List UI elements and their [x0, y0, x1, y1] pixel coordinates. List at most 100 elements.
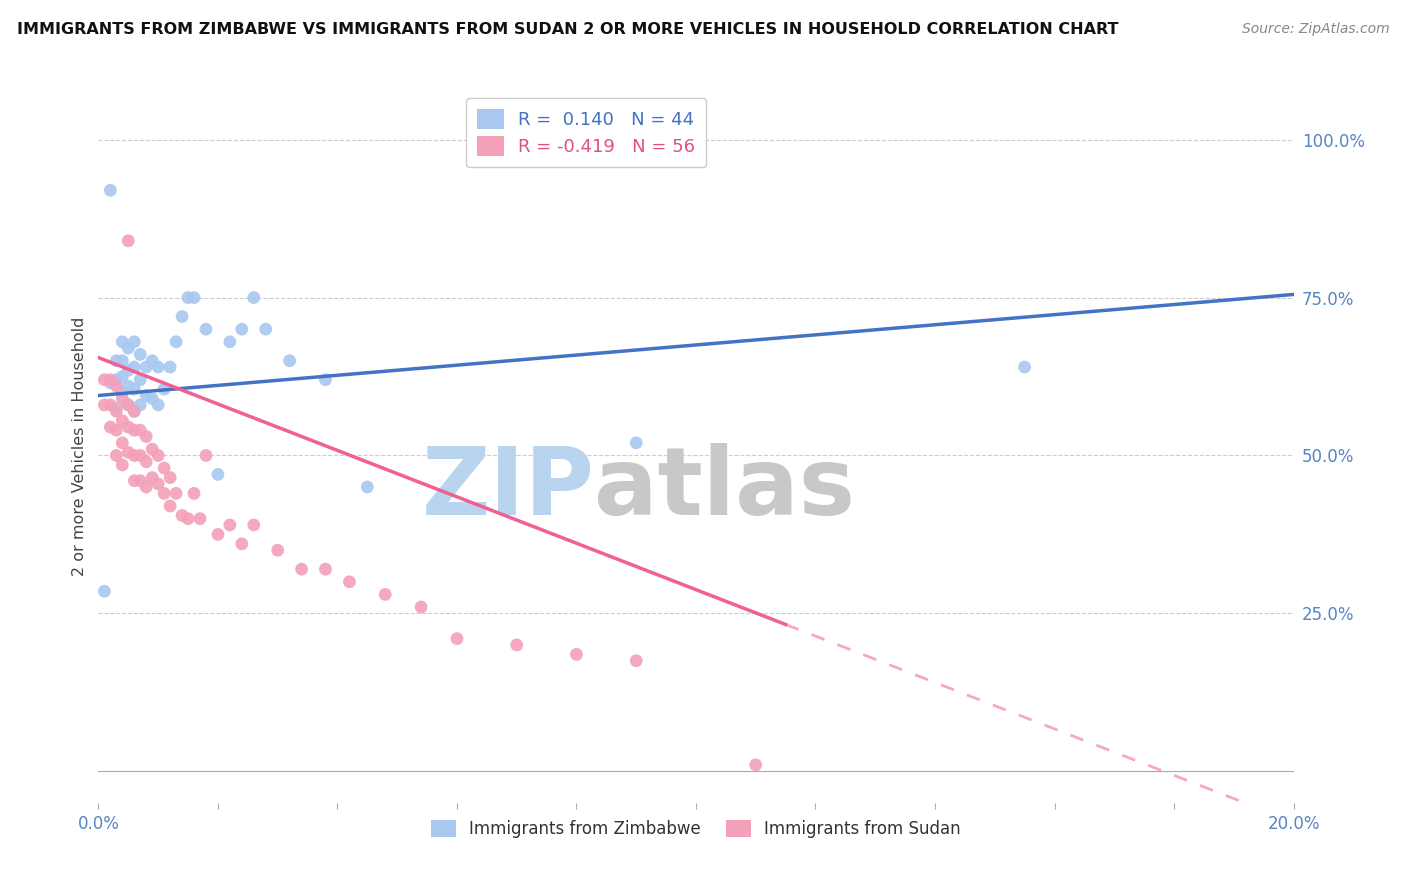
Point — [148, 398, 170, 412]
Point — [254, 322, 277, 336]
Point — [153, 461, 176, 475]
Point — [98, 183, 122, 197]
Point — [124, 334, 146, 349]
Point — [98, 376, 122, 390]
Point — [291, 562, 314, 576]
Point — [159, 499, 181, 513]
Point — [148, 360, 170, 375]
Y-axis label: 2 or more Vehicles in Household: 2 or more Vehicles in Household — [72, 317, 87, 575]
Point — [219, 517, 242, 532]
Point — [626, 435, 648, 450]
Point — [159, 470, 181, 484]
Point — [105, 423, 128, 437]
Point — [111, 369, 134, 384]
Point — [93, 398, 115, 412]
Point — [565, 648, 588, 662]
Text: atlas: atlas — [595, 442, 855, 535]
Point — [195, 449, 218, 463]
Point — [105, 404, 128, 418]
Legend: Immigrants from Zimbabwe, Immigrants from Sudan: Immigrants from Zimbabwe, Immigrants fro… — [425, 813, 967, 845]
Point — [117, 445, 139, 459]
Point — [129, 474, 152, 488]
Point — [183, 291, 205, 305]
Point — [626, 654, 648, 668]
Point — [231, 537, 253, 551]
Point — [243, 291, 266, 305]
Point — [1014, 360, 1036, 375]
Point — [207, 527, 229, 541]
Point — [111, 414, 134, 428]
Text: Source: ZipAtlas.com: Source: ZipAtlas.com — [1241, 22, 1389, 37]
Point — [165, 486, 187, 500]
Point — [243, 517, 266, 532]
Text: ZIP: ZIP — [422, 442, 595, 535]
Point — [141, 470, 163, 484]
Point — [93, 584, 115, 599]
Point — [124, 423, 146, 437]
Point — [117, 234, 139, 248]
Point — [117, 398, 139, 412]
Point — [124, 404, 146, 418]
Point — [111, 458, 134, 472]
Point — [124, 360, 146, 375]
Point — [148, 476, 170, 491]
Point — [124, 382, 146, 396]
Point — [745, 758, 768, 772]
Point — [356, 480, 378, 494]
Point — [111, 385, 134, 400]
Point — [177, 511, 200, 525]
Point — [124, 474, 146, 488]
Point — [135, 360, 157, 375]
Point — [411, 600, 433, 615]
Point — [148, 449, 170, 463]
Text: IMMIGRANTS FROM ZIMBABWE VS IMMIGRANTS FROM SUDAN 2 OR MORE VEHICLES IN HOUSEHOL: IMMIGRANTS FROM ZIMBABWE VS IMMIGRANTS F… — [17, 22, 1118, 37]
Point — [124, 449, 146, 463]
Point — [278, 353, 301, 368]
Point — [135, 388, 157, 402]
Point — [446, 632, 468, 646]
Point — [111, 392, 134, 406]
Point — [219, 334, 242, 349]
Point — [188, 511, 211, 525]
Point — [315, 562, 337, 576]
Point — [105, 449, 128, 463]
Point — [159, 360, 181, 375]
Point — [153, 382, 176, 396]
Point — [141, 353, 163, 368]
Point — [183, 486, 205, 500]
Point — [141, 392, 163, 406]
Point — [117, 363, 139, 377]
Point — [93, 373, 115, 387]
Point — [98, 398, 122, 412]
Point — [117, 420, 139, 434]
Point — [135, 480, 157, 494]
Point — [105, 353, 128, 368]
Point — [124, 404, 146, 418]
Point — [172, 508, 194, 523]
Point — [111, 353, 134, 368]
Point — [177, 291, 200, 305]
Point — [153, 486, 176, 500]
Point — [98, 373, 122, 387]
Point — [135, 429, 157, 443]
Point — [207, 467, 229, 482]
Point — [105, 379, 128, 393]
Point — [117, 341, 139, 355]
Point — [129, 347, 152, 361]
Point — [105, 401, 128, 416]
Point — [117, 379, 139, 393]
Point — [231, 322, 253, 336]
Point — [129, 423, 152, 437]
Point — [165, 334, 187, 349]
Point — [506, 638, 529, 652]
Point — [135, 455, 157, 469]
Point — [117, 398, 139, 412]
Point — [339, 574, 361, 589]
Point — [195, 322, 218, 336]
Point — [129, 398, 152, 412]
Point — [111, 334, 134, 349]
Point — [267, 543, 290, 558]
Point — [141, 442, 163, 457]
Point — [315, 373, 337, 387]
Point — [129, 449, 152, 463]
